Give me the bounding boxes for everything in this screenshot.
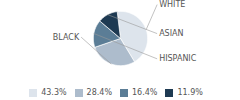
svg-text:ASIAN: ASIAN [159, 29, 183, 38]
svg-text:WHITE: WHITE [159, 0, 185, 9]
html-text:28.4%: 28.4% [86, 88, 112, 97]
html-text:16.4%: 16.4% [132, 88, 158, 97]
html-text:43.3%: 43.3% [41, 88, 67, 97]
html-text:11.9%: 11.9% [177, 88, 203, 97]
svg-text:HISPANIC: HISPANIC [159, 54, 197, 63]
svg-text:BLACK: BLACK [53, 33, 80, 42]
